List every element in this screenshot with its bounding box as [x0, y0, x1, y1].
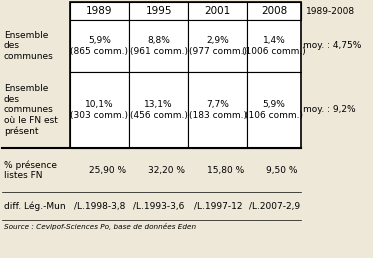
Text: 1995: 1995	[145, 6, 172, 16]
Bar	[70, 2, 129, 20]
Text: /L.1998-3,8: /L.1998-3,8	[74, 201, 125, 211]
Bar	[2, 20, 70, 72]
Text: Ensemble
des
communes: Ensemble des communes	[4, 31, 54, 61]
Text: 2,9%
(977 comm.): 2,9% (977 comm.)	[189, 36, 247, 56]
Text: 2008: 2008	[261, 6, 287, 16]
Text: /L.1997-12: /L.1997-12	[194, 201, 242, 211]
Text: moy. : 4,75%: moy. : 4,75%	[303, 42, 361, 51]
Text: 2001: 2001	[205, 6, 231, 16]
Bar	[301, 72, 360, 148]
Text: Ensemble
des
communes
où le FN est
présent: Ensemble des communes où le FN est prése…	[4, 84, 58, 136]
Text: 5,9%
(106 comm.): 5,9% (106 comm.)	[245, 100, 303, 120]
Bar	[247, 20, 301, 72]
Bar	[247, 2, 301, 20]
Text: 32,20 %: 32,20 %	[148, 165, 185, 174]
Text: Source : Cevipof-Sciences Po, base de données Eden: Source : Cevipof-Sciences Po, base de do…	[4, 223, 196, 230]
Bar	[247, 72, 301, 148]
Text: 9,50 %: 9,50 %	[266, 165, 298, 174]
Text: 8,8%
(961 comm.): 8,8% (961 comm.)	[130, 36, 188, 56]
Text: /L.1993-3,6: /L.1993-3,6	[133, 201, 184, 211]
Text: 1989-2008: 1989-2008	[306, 6, 355, 15]
Text: 7,7%
(183 comm.): 7,7% (183 comm.)	[189, 100, 247, 120]
Bar	[2, 72, 70, 148]
Bar	[188, 20, 247, 72]
Text: 15,80 %: 15,80 %	[207, 165, 244, 174]
Text: 25,90 %: 25,90 %	[89, 165, 126, 174]
Bar	[188, 72, 247, 148]
Text: moy. : 9,2%: moy. : 9,2%	[303, 106, 355, 115]
Text: 10,1%
(303 comm.): 10,1% (303 comm.)	[70, 100, 128, 120]
Text: % présence
listes FN: % présence listes FN	[4, 160, 57, 180]
Text: diff. Lég.-Mun: diff. Lég.-Mun	[4, 201, 66, 211]
Text: 1989: 1989	[86, 6, 113, 16]
Text: 1,4%
(1006 comm.): 1,4% (1006 comm.)	[242, 36, 306, 56]
Bar	[70, 2, 301, 148]
Text: /L.2007-2,9: /L.2007-2,9	[248, 201, 300, 211]
Bar	[188, 2, 247, 20]
Bar	[129, 72, 188, 148]
Bar	[70, 72, 129, 148]
Bar	[70, 20, 129, 72]
Text: 5,9%
(865 comm.): 5,9% (865 comm.)	[70, 36, 128, 56]
Bar	[301, 20, 360, 72]
Bar	[129, 20, 188, 72]
Bar	[129, 2, 188, 20]
Text: 13,1%
(456 comm.): 13,1% (456 comm.)	[130, 100, 188, 120]
